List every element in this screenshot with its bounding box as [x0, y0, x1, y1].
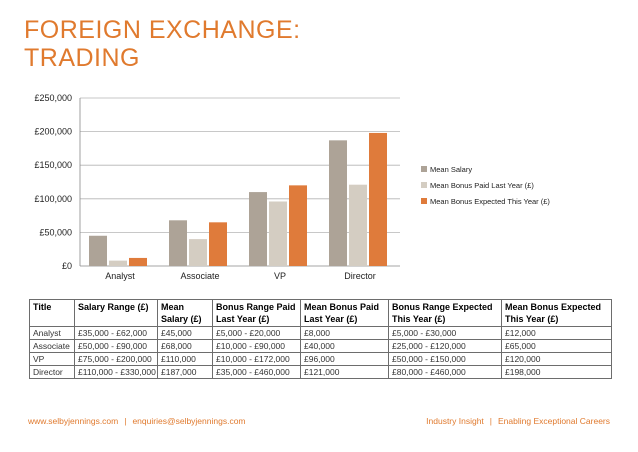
x-tick-label: VP [274, 271, 286, 281]
table-cell: £35,000 - £460,000 [212, 365, 301, 379]
y-tick-label: £250,000 [34, 93, 72, 103]
bar [249, 192, 267, 266]
table-row: Director £110,000 - £330,000 £187,000 £3… [29, 365, 612, 379]
legend-swatch [421, 166, 427, 172]
table-header: Bonus Range Expected This Year (£) [388, 299, 502, 327]
bar-chart: £0 £50,000 £100,000 £150,000 £200,000 £250,00… [34, 93, 550, 281]
legend-label: Mean Bonus Paid Last Year (£) [430, 181, 534, 190]
table-cell: £10,000 - £172,000 [212, 352, 301, 366]
bar [369, 132, 387, 266]
table-cell: £110,000 - £330,000 [74, 365, 158, 379]
y-tick-label: £50,000 [39, 227, 72, 237]
y-tick-label: £0 [62, 261, 72, 271]
footer-tagline: Industry Insight | Enabling Exceptional Ca… [426, 416, 610, 426]
table-cell: £187,000 [157, 365, 213, 379]
table-cell: £120,000 [501, 352, 612, 366]
bar [89, 235, 107, 266]
table-cell: £40,000 [300, 339, 389, 353]
footer-separator: | [489, 416, 493, 426]
bar [209, 222, 227, 266]
table-cell: VP [29, 352, 75, 366]
table-cell: £50,000 - £90,000 [74, 339, 158, 353]
table-cell: £198,000 [501, 365, 612, 379]
table-header-row: Title Salary Range (£) Mean Salary (£) B… [29, 299, 612, 327]
legend-swatch [421, 182, 427, 188]
table-cell: £45,000 [157, 326, 213, 340]
y-tick-label: £100,000 [34, 194, 72, 204]
legend-label: Mean Bonus Expected This Year (£) [430, 197, 550, 206]
y-tick-label: £200,000 [34, 127, 72, 137]
table-cell: £110,000 [157, 352, 213, 366]
table-cell: £50,000 - £150,000 [388, 352, 502, 366]
table-row: Associate £50,000 - £90,000 £68,000 £10,… [29, 339, 612, 353]
table-cell: £5,000 - £30,000 [388, 326, 502, 340]
table-cell: £25,000 - £120,000 [388, 339, 502, 353]
table-cell: £35,000 - £62,000 [74, 326, 158, 340]
footer-separator: | [124, 416, 127, 426]
table-row: VP £75,000 - £200,000 £110,000 £10,000 -… [29, 352, 612, 366]
x-tick-label: Director [344, 271, 376, 281]
y-tick-label: £150,000 [34, 160, 72, 170]
footer-contact: www.selbyjennings.com | enquiries@selbyjen… [28, 416, 246, 426]
table-header: Title [29, 299, 75, 327]
x-tick-label: Associate [180, 271, 219, 281]
table-cell: £8,000 [300, 326, 389, 340]
page-title: FOREIGN EXCHANGE: TRADING [24, 16, 384, 72]
table-cell: £5,000 - £20,000 [212, 326, 301, 340]
x-tick-label: Analyst [105, 271, 135, 281]
tagline-industry-insight: Industry Insight [426, 416, 484, 426]
bar [129, 257, 147, 266]
page-title-line-2: TRADING [24, 44, 140, 72]
table-header: Mean Bonus Expected This Year (£) [501, 299, 612, 327]
bar [329, 140, 347, 266]
table-cell: £75,000 - £200,000 [74, 352, 158, 366]
table-header: Mean Salary (£) [157, 299, 213, 327]
table-cell: £121,000 [300, 365, 389, 379]
email-link[interactable]: enquiries@selbyjennings.com [132, 416, 246, 426]
bar [109, 260, 127, 266]
tagline-enabling-careers: Enabling Exceptional Careers [498, 416, 610, 426]
bar [289, 185, 307, 266]
table-row: Analyst £35,000 - £62,000 £45,000 £5,000… [29, 326, 612, 340]
legend-swatch [421, 198, 427, 204]
table-cell: £10,000 - £90,000 [212, 339, 301, 353]
bar [269, 201, 287, 266]
table-cell: £68,000 [157, 339, 213, 353]
website-link[interactable]: www.selbyjennings.com [28, 416, 119, 426]
table-cell: Associate [29, 339, 75, 353]
bar [169, 220, 187, 266]
page-title-line-1: FOREIGN EXCHANGE: [24, 16, 301, 44]
table-header: Salary Range (£) [74, 299, 158, 327]
table-cell: £96,000 [300, 352, 389, 366]
table-cell: Director [29, 365, 75, 379]
salary-table: Title Salary Range (£) Mean Salary (£) B… [29, 299, 612, 379]
table-cell: £80,000 - £460,000 [388, 365, 502, 379]
table-cell: £65,000 [501, 339, 612, 353]
table-header: Mean Bonus Paid Last Year (£) [300, 299, 389, 327]
bar [349, 184, 367, 266]
bar [189, 239, 207, 266]
legend-label: Mean Salary [430, 165, 472, 174]
table-cell: £12,000 [501, 326, 612, 340]
table-cell: Analyst [29, 326, 75, 340]
table-header: Bonus Range Paid Last Year (£) [212, 299, 301, 327]
